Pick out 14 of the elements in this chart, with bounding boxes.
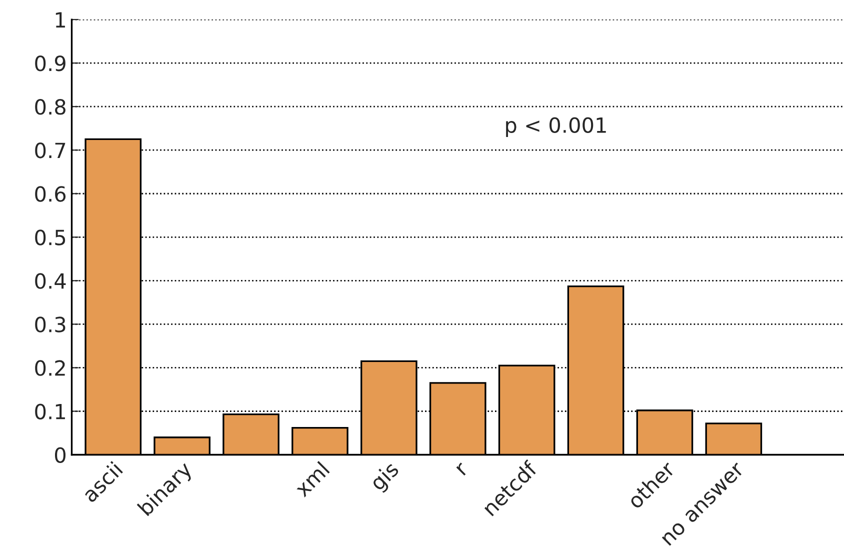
x-tick-label: gis	[368, 460, 402, 494]
y-tick-label: 0.8	[35, 99, 66, 115]
y-tick-label: 0.5	[35, 230, 66, 246]
y-tick-label: 0.4	[35, 273, 66, 289]
y-tick-label: 1	[56, 12, 65, 28]
y-tick-label: 0	[54, 447, 66, 463]
y-tick-label: 0.9	[35, 56, 66, 72]
x-tick-label: r	[456, 462, 470, 476]
annotation: p < 0.001	[506, 117, 606, 138]
y-tick-label: 0.3	[35, 316, 66, 332]
y-tick-label: 0.7	[35, 142, 66, 158]
y-tick-label: 0.1	[35, 404, 65, 420]
y-tick-label: 0.2	[35, 360, 65, 376]
y-tick-label: 0.6	[35, 186, 66, 202]
